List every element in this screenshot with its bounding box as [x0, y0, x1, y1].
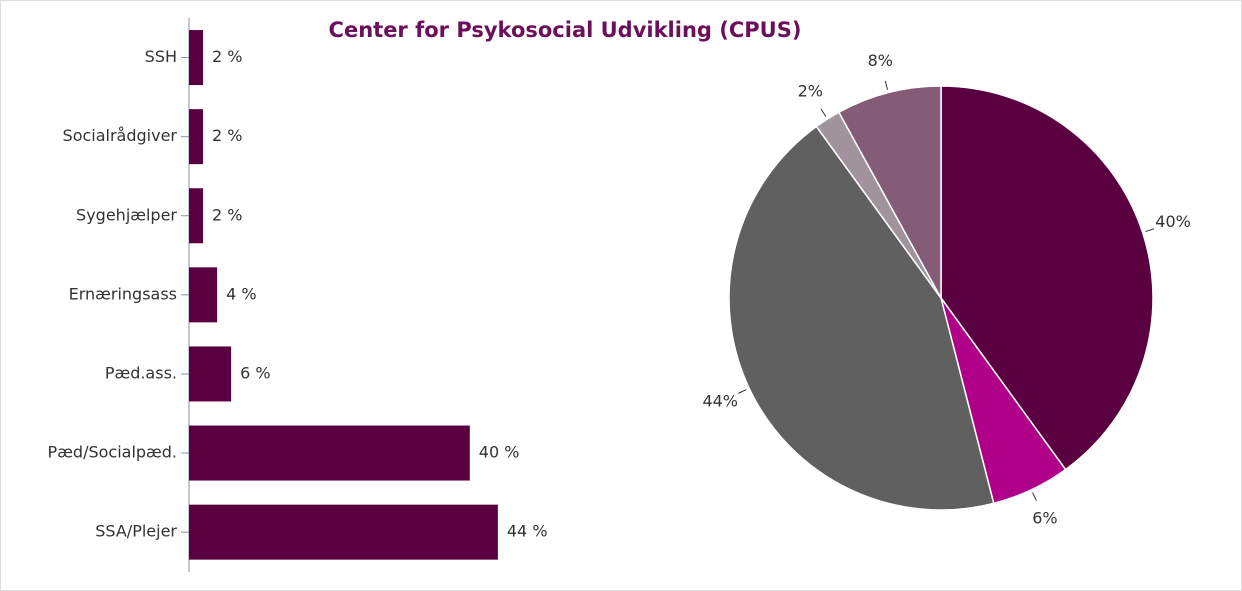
bar: [189, 425, 470, 481]
leader-line: [1145, 228, 1155, 233]
bar: [189, 188, 204, 244]
y-tick-label: Socialrådgiver: [63, 126, 178, 145]
bar: [189, 109, 204, 165]
data-label: 6%: [1032, 508, 1057, 527]
data-label: 2 %: [212, 47, 242, 66]
data-label: 2 %: [212, 205, 242, 224]
data-label: 6 %: [240, 363, 270, 382]
data-label: 44 %: [507, 522, 548, 541]
y-tick-label: Pæd.ass.: [105, 363, 177, 382]
leader-line: [738, 389, 747, 394]
leader-line: [1032, 492, 1037, 501]
data-label: 2 %: [212, 126, 242, 145]
bar: [189, 346, 232, 402]
bar: [189, 267, 218, 323]
y-tick-label: SSA/Plejer: [95, 522, 177, 541]
bar: [189, 504, 498, 560]
y-tick-label: Pæd/Socialpæd.: [48, 443, 177, 462]
y-tick-label: Ernæringsass: [69, 284, 177, 303]
pie-slice: [837, 85, 942, 299]
data-label: 4 %: [226, 284, 256, 303]
pie-slice: [940, 85, 1154, 471]
data-label: 2%: [798, 81, 823, 100]
leader-line: [884, 80, 889, 90]
data-label: 40 %: [479, 443, 520, 462]
y-tick-label: SSH: [145, 47, 177, 66]
pie-slice: [728, 125, 995, 511]
leader-line: [820, 108, 827, 117]
data-label: 8%: [868, 51, 893, 70]
data-label: 44%: [702, 391, 738, 410]
y-tick-label: Sygehjælper: [76, 205, 177, 224]
bar: [189, 30, 204, 86]
chart-title: Center for Psykosocial Udvikling (CPUS): [329, 18, 802, 42]
data-label: 40%: [1155, 212, 1191, 231]
